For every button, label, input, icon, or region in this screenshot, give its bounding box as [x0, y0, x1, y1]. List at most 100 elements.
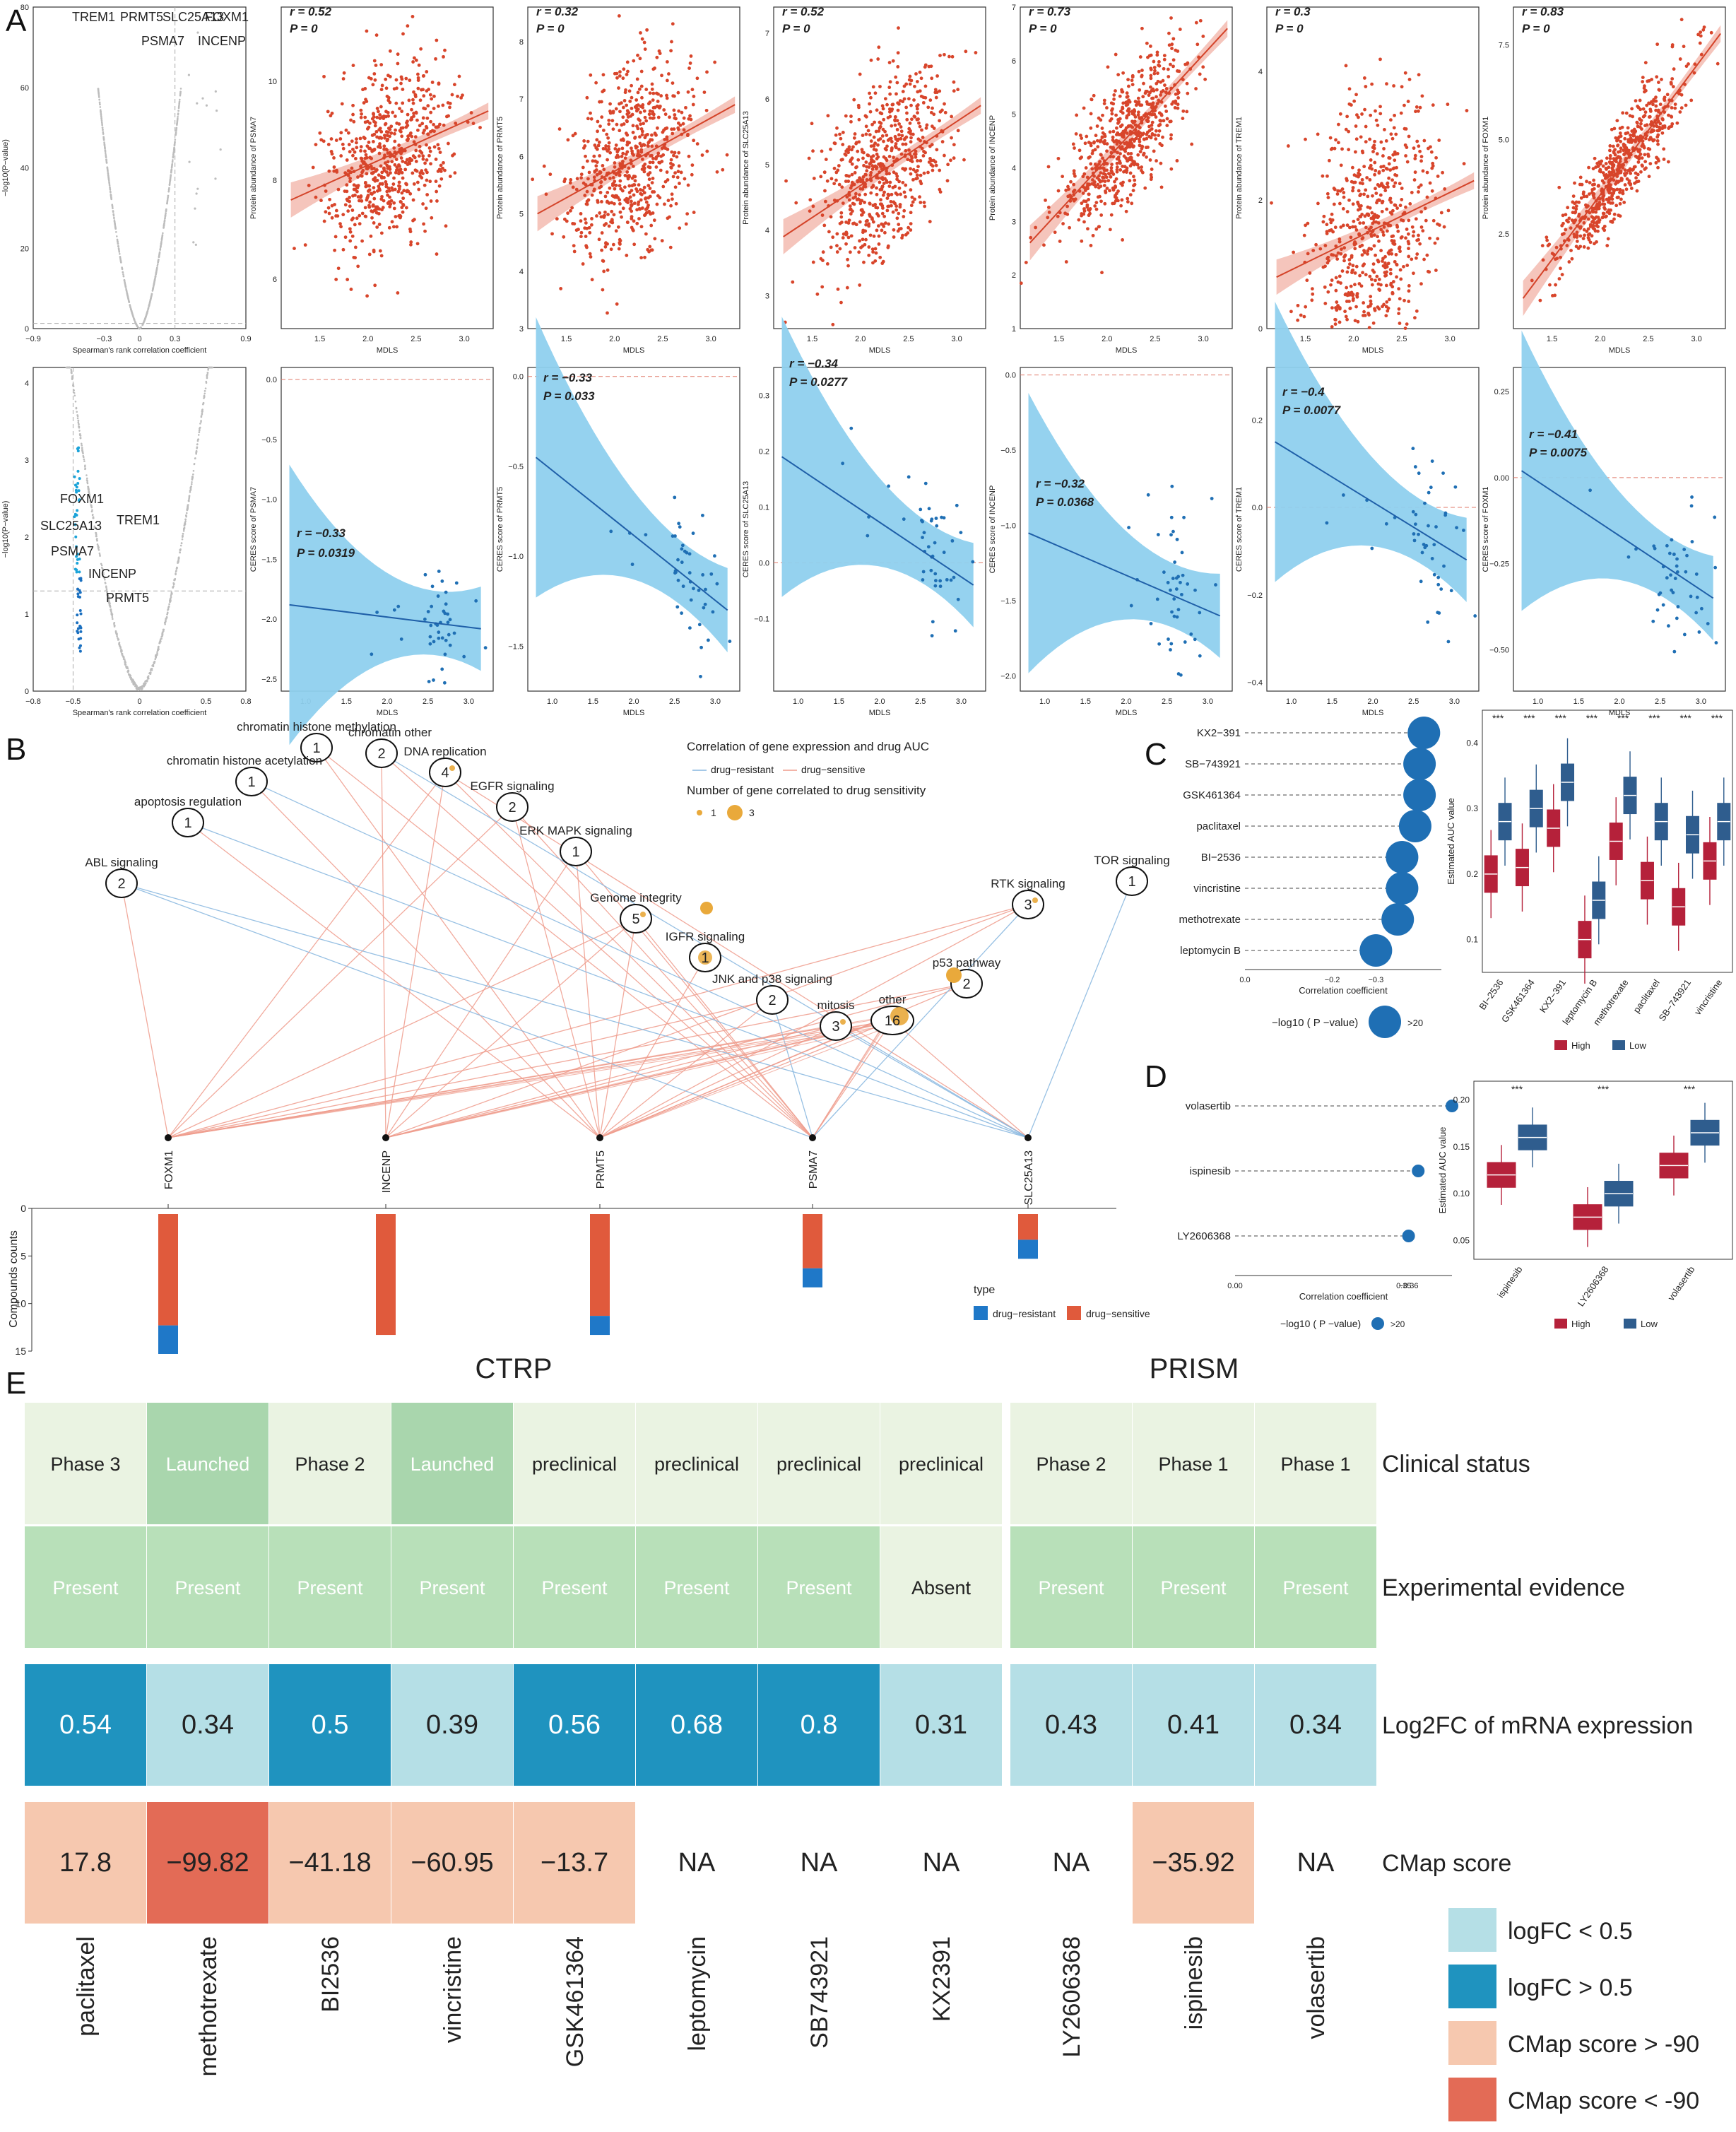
data-point: [962, 158, 966, 162]
volcano-point: [146, 311, 148, 313]
data-point: [909, 167, 912, 171]
data-point: [1392, 184, 1396, 189]
data-point: [1403, 326, 1407, 331]
volcano-point: [153, 661, 156, 664]
data-point: [663, 138, 667, 141]
data-point: [888, 180, 892, 184]
data-point: [877, 242, 881, 246]
data-point: [1347, 291, 1351, 295]
data-point: [1108, 228, 1112, 232]
volcano-point: [122, 271, 124, 273]
data-point: [642, 40, 646, 45]
data-point: [1369, 295, 1373, 298]
volcano-point: [112, 210, 114, 212]
data-point: [1176, 92, 1180, 96]
data-point: [1325, 223, 1329, 227]
data-point: [705, 149, 709, 153]
fit-line: [1029, 28, 1228, 244]
data-point: [923, 204, 927, 208]
data-point: [1353, 283, 1357, 287]
data-point: [1121, 101, 1126, 105]
data-point: [1419, 210, 1424, 214]
data-point: [864, 132, 868, 136]
data-point: [1161, 135, 1164, 139]
data-point: [669, 166, 673, 170]
data-point: [1133, 115, 1138, 119]
data-point: [417, 154, 421, 158]
data-point: [393, 139, 397, 143]
data-point: [863, 242, 867, 247]
data-point: [1133, 131, 1137, 135]
data-point: [648, 109, 652, 113]
data-point: [1415, 105, 1419, 109]
data-point: [1163, 104, 1167, 108]
data-point: [880, 211, 885, 216]
data-point: [791, 280, 795, 284]
data-point: [1386, 182, 1389, 186]
data-point: [864, 237, 868, 242]
data-point: [411, 198, 415, 202]
data-point: [1090, 151, 1094, 155]
volcano-point: [147, 675, 150, 677]
data-point: [1354, 93, 1358, 97]
data-point: [909, 228, 913, 232]
volcano-point: [100, 567, 103, 569]
data-point: [598, 172, 601, 175]
data-point: [640, 129, 644, 134]
data-point: [660, 146, 664, 151]
highlight-point: [78, 570, 81, 574]
data-point: [1374, 192, 1378, 196]
data-point: [895, 119, 899, 123]
data-point: [625, 103, 629, 107]
data-point: [836, 287, 840, 291]
data-point: [365, 167, 370, 171]
data-point: [353, 223, 357, 227]
data-point: [897, 133, 901, 137]
data-point: [1350, 165, 1354, 170]
data-point: [620, 123, 624, 127]
data-point: [1376, 235, 1379, 239]
data-point: [1339, 281, 1342, 285]
data-point: [614, 184, 618, 187]
data-point: [820, 285, 825, 289]
data-point: [457, 74, 461, 78]
volcano-point: [189, 489, 192, 491]
data-point: [680, 110, 684, 114]
data-point: [875, 228, 879, 232]
y-tick-label: 80: [20, 4, 29, 12]
data-point: [887, 61, 892, 64]
data-point: [895, 192, 899, 196]
data-point: [848, 208, 852, 212]
data-point: [581, 181, 586, 185]
data-point: [1335, 257, 1340, 261]
volcano-point: [170, 594, 172, 597]
data-point: [625, 170, 630, 174]
data-point: [1388, 223, 1393, 228]
data-point: [327, 211, 331, 216]
data-point: [641, 189, 645, 192]
data-point: [1109, 213, 1114, 217]
volcano-point: [190, 485, 192, 488]
data-point: [894, 146, 898, 150]
data-point: [611, 175, 615, 179]
data-point: [1122, 154, 1126, 158]
data-point: [811, 260, 815, 264]
data-point: [1392, 126, 1396, 130]
volcano-point: [120, 650, 122, 653]
data-point: [691, 102, 695, 107]
volcano-point: [175, 133, 177, 136]
data-point: [566, 211, 569, 216]
data-point: [1088, 211, 1092, 216]
data-point: [1369, 113, 1373, 117]
data-point: [374, 207, 379, 211]
data-point: [869, 191, 873, 195]
data-point: [671, 197, 674, 201]
data-point: [1334, 254, 1338, 258]
data-point: [339, 225, 343, 229]
data-point: [1407, 289, 1411, 293]
volcano-point: [148, 303, 150, 306]
data-point: [1578, 234, 1583, 238]
data-point: [1329, 283, 1333, 287]
data-point: [595, 160, 599, 165]
data-point: [616, 225, 620, 229]
